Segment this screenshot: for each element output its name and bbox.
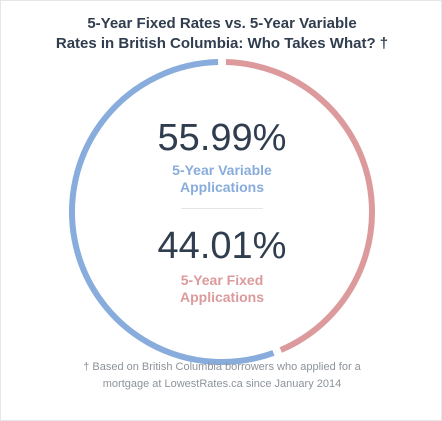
fixed-slice-arc bbox=[225, 59, 375, 353]
footnote-line-1: † Based on British Columbia borrowers wh… bbox=[83, 361, 361, 373]
fixed-label-line-2: Applications bbox=[179, 289, 264, 305]
footnote: † Based on British Columbia borrowers wh… bbox=[1, 359, 442, 393]
footnote-line-2: mortgage at LowestRates.ca since January… bbox=[102, 378, 342, 390]
fixed-label-line-1: 5-Year Fixed bbox=[180, 272, 264, 288]
variable-label-line-1: 5-Year Variable bbox=[172, 162, 272, 178]
variable-slice-arc bbox=[69, 59, 275, 365]
fixed-label: 5-Year Fixed Applications bbox=[1, 272, 442, 306]
variable-label: 5-Year Variable Applications bbox=[1, 162, 442, 196]
center-divider bbox=[181, 208, 263, 209]
chart-title: 5-Year Fixed Rates vs. 5-Year Variable R… bbox=[1, 14, 442, 54]
variable-label-line-2: Applications bbox=[179, 179, 264, 195]
chart-title-line-2: Rates in British Columbia: Who Takes Wha… bbox=[55, 35, 389, 52]
chart-title-line-1: 5-Year Fixed Rates vs. 5-Year Variable bbox=[87, 15, 357, 32]
fixed-percentage: 44.01% bbox=[157, 225, 287, 267]
variable-percentage: 55.99% bbox=[157, 117, 287, 159]
